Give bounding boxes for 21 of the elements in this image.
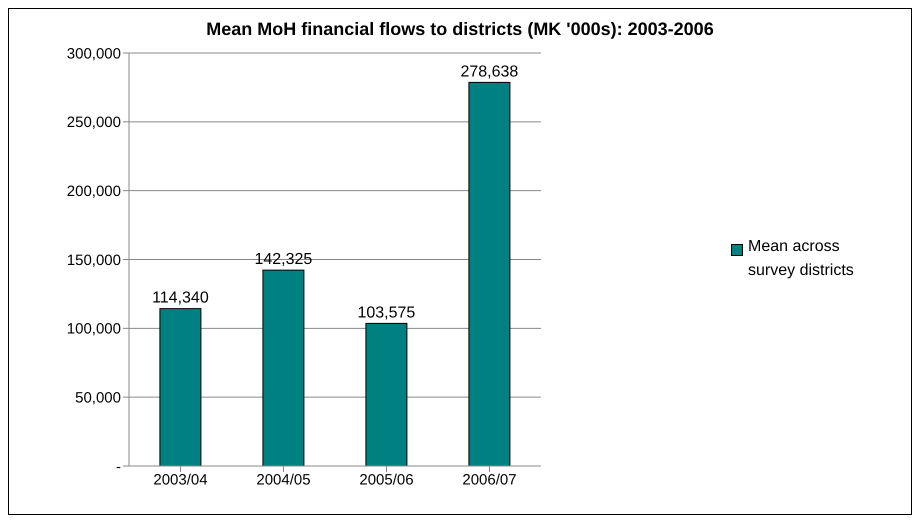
bar	[159, 308, 202, 466]
bar	[262, 270, 304, 466]
data-label: 278,638	[460, 63, 518, 80]
y-tick-label: 150,000	[66, 252, 121, 269]
data-label: 142,325	[254, 251, 312, 268]
y-tick-label: 250,000	[66, 114, 121, 132]
y-tick-label: 200,000	[66, 182, 121, 200]
data-label: 114,340	[152, 290, 209, 307]
y-tick-label: 300,000	[66, 45, 121, 62]
bar	[468, 82, 510, 466]
x-tick-label: 2006/07	[462, 472, 517, 489]
legend-label: Mean across survey districts	[748, 237, 855, 281]
x-tick-label: 2004/05	[256, 472, 311, 489]
x-tick-label: 2005/06	[359, 472, 414, 489]
x-tick-label: 2003/04	[153, 472, 208, 489]
data-label: 103,575	[357, 304, 416, 322]
y-tick-label: -	[116, 458, 121, 476]
bar	[365, 322, 408, 466]
y-tick-label: 100,000	[66, 320, 121, 338]
y-tick-label: 50,000	[75, 389, 121, 406]
chart-title: Mean MoH financial flows to districts (MK '000s): 2003-2006	[205, 19, 715, 40]
